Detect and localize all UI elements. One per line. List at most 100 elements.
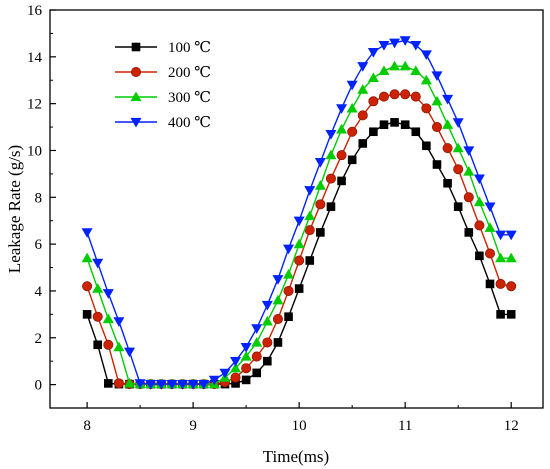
data-point [484, 202, 496, 213]
x-tick-label: 12 [504, 418, 519, 434]
data-point [219, 368, 231, 379]
data-point [293, 238, 305, 249]
data-point [442, 143, 453, 154]
data-point [422, 141, 431, 151]
y-tick-label: 0 [35, 378, 43, 394]
data-point [357, 84, 369, 94]
y-tick-label: 4 [35, 284, 43, 300]
data-point [420, 50, 432, 60]
legend-label: 100 ℃ [168, 40, 211, 56]
data-point [389, 60, 401, 71]
data-point [314, 158, 326, 168]
legend-marker [130, 91, 142, 102]
data-point [251, 336, 263, 347]
data-point [389, 89, 400, 100]
data-point [452, 142, 464, 153]
data-point [484, 222, 496, 232]
data-point [400, 120, 410, 130]
y-axis: 0 2 4 6 8 10 12 14 16 [27, 3, 56, 394]
data-point [113, 341, 125, 352]
data-point [410, 40, 422, 51]
data-point [124, 347, 136, 358]
data-point [92, 311, 103, 322]
y-tick-label: 12 [27, 97, 42, 113]
data-point [251, 351, 262, 362]
data-point [314, 180, 326, 190]
data-point [452, 118, 464, 128]
legend-marker [131, 67, 142, 78]
data-point [505, 252, 517, 263]
legend-label: 300 ℃ [168, 90, 211, 106]
series-4 [81, 36, 517, 390]
data-point [475, 251, 484, 261]
data-point [102, 289, 114, 299]
data-point [283, 244, 295, 255]
data-point [410, 91, 421, 102]
data-point [473, 196, 485, 207]
plot-frame [49, 9, 544, 409]
data-point [346, 102, 358, 113]
data-point [240, 343, 252, 353]
data-point [336, 150, 347, 161]
data-point [230, 357, 242, 367]
data-point [240, 350, 252, 361]
data-point [495, 230, 507, 241]
data-point [453, 202, 463, 211]
data-point [104, 379, 113, 388]
data-point [484, 248, 495, 259]
data-point [262, 337, 273, 348]
data-point [420, 74, 432, 85]
data-point [367, 48, 379, 58]
y-tick-label: 14 [27, 50, 43, 66]
data-point [389, 38, 401, 49]
data-point [368, 96, 379, 107]
data-point [124, 377, 136, 388]
data-point [432, 160, 442, 169]
data-point [443, 178, 452, 188]
data-point [431, 95, 443, 106]
data-point [231, 379, 240, 388]
data-point [230, 362, 242, 373]
data-point [82, 281, 93, 292]
data-point [400, 89, 411, 100]
data-point [495, 252, 507, 263]
legend-label: 200 ℃ [168, 65, 211, 81]
data-point [315, 199, 326, 210]
data-point [379, 120, 389, 130]
x-axis: 8 9 10 11 12 [83, 402, 519, 434]
data-point [421, 103, 432, 114]
y-axis-title: Leakage Rate (g/s) [5, 145, 24, 273]
data-point [272, 314, 283, 325]
data-point [463, 146, 475, 156]
data-point [145, 379, 157, 390]
data-point [283, 269, 295, 279]
data-point [251, 324, 263, 334]
x-axis-title: Time(ms) [263, 447, 329, 466]
data-point [304, 186, 316, 196]
data-point [113, 378, 124, 389]
data-point [166, 379, 178, 390]
series-1 [82, 118, 516, 389]
data-point [367, 72, 379, 83]
data-point [473, 174, 485, 185]
data-point [506, 310, 516, 319]
data-point [336, 123, 348, 134]
data-point [293, 216, 305, 227]
data-point [410, 65, 422, 75]
data-point [485, 279, 495, 289]
x-tick-label: 10 [292, 418, 307, 434]
data-point [463, 166, 475, 176]
data-point [495, 278, 506, 289]
data-point [325, 149, 337, 160]
legend-marker [130, 117, 142, 128]
data-point [198, 379, 210, 390]
data-point [261, 300, 273, 311]
data-point [263, 356, 272, 366]
data-point [442, 94, 454, 105]
data-point [347, 126, 358, 137]
data-point [378, 40, 390, 51]
legend-label: 400 ℃ [168, 115, 211, 131]
data-point [411, 127, 421, 137]
x-tick-label: 9 [189, 418, 197, 434]
